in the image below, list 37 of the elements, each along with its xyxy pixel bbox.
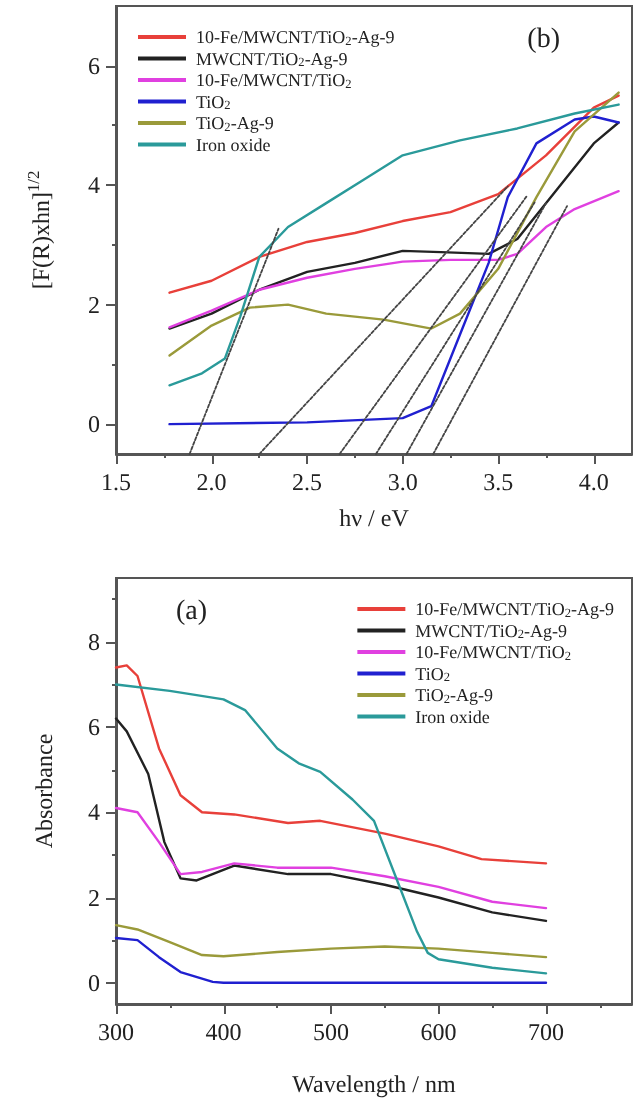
line-series <box>168 115 620 426</box>
y-tick-label: 8 <box>88 627 100 656</box>
x-tick-label: 500 <box>313 1018 349 1046</box>
x-tick-label: 400 <box>205 1018 242 1046</box>
x-tick-label: 2.0 <box>196 468 227 496</box>
x-tick-label: 300 <box>98 1018 134 1046</box>
y-tick-label: 2 <box>88 290 100 319</box>
x-tick-label: 700 <box>528 1018 564 1046</box>
annotation: (a) <box>176 597 208 627</box>
line-series <box>168 189 620 329</box>
x-tick-label: 1.5 <box>101 468 131 496</box>
line-series <box>114 936 548 984</box>
line-series <box>168 94 620 294</box>
line-series <box>114 683 548 975</box>
x-tick-label: 4.0 <box>578 468 609 496</box>
y-tick-label: 4 <box>88 798 100 827</box>
line-series <box>114 664 548 865</box>
legend-label: Iron oxide <box>415 706 490 727</box>
y-tick-label: 2 <box>88 883 100 912</box>
y-axis-title: Absorbance <box>30 733 58 849</box>
line-series <box>168 121 620 330</box>
annotation: (b) <box>527 25 561 55</box>
line-series <box>114 923 548 959</box>
y-tick-label: 6 <box>88 51 100 80</box>
y-axis-title: [F(R)xhn]1/2 <box>24 170 55 290</box>
y-tick-label: 4 <box>88 171 100 200</box>
x-axis-title: Wavelength / nm <box>292 1070 457 1098</box>
x-axis-title: hν / eV <box>339 504 410 532</box>
x-tick-label: 3.0 <box>387 468 418 496</box>
y-tick-label: 0 <box>88 410 100 439</box>
legend-label: Iron oxide <box>196 134 271 155</box>
line-series <box>114 806 548 910</box>
x-tick-label: 2.5 <box>292 468 323 496</box>
x-tick-label: 600 <box>420 1018 457 1046</box>
y-tick-label: 6 <box>88 713 100 742</box>
y-tick-label: 0 <box>88 968 100 997</box>
x-tick-label: 3.5 <box>483 468 514 496</box>
